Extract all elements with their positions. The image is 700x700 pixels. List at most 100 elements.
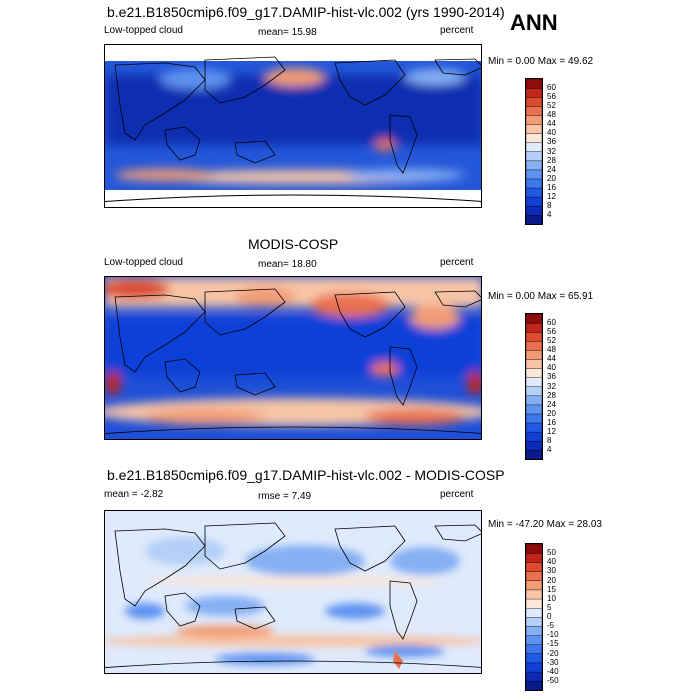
panel-3-title: b.e21.B1850cmip6.f09_g17.DAMIP-hist-vlc.…	[107, 467, 505, 483]
panel-1-colorbar-segment	[526, 115, 542, 125]
panel-1-mean-label: mean= 15.98	[258, 27, 317, 38]
panel-2-colorbar-tick: 16	[547, 417, 556, 427]
panel-1-map	[104, 44, 482, 208]
panel-2-colorbar-segment	[526, 350, 542, 360]
panel-1-left-label: Low-topped cloud	[104, 25, 183, 36]
panel-2-colorbar-tick: 36	[547, 372, 556, 382]
panel-2-map	[104, 276, 482, 440]
panel-3-colorbar-tick: 40	[547, 557, 556, 567]
panel-1-colorbar-tick: 8	[547, 200, 552, 210]
panel-2-colorbar-segment	[526, 386, 542, 397]
panel-2-colorbar-tick: 24	[547, 399, 556, 409]
panel-3-colorbar-segment	[526, 671, 542, 682]
panel-2-colorbar-segment	[526, 331, 542, 342]
panel-2-colorbar-segment	[526, 314, 542, 324]
panel-3-colorbar-segment	[526, 598, 542, 609]
panel-1-colorbar-segment	[526, 87, 542, 98]
panel-1-colorbar	[525, 78, 543, 225]
panel-1-colorbar-segment	[526, 205, 542, 216]
panel-2-colorbar-tick: 44	[547, 354, 556, 364]
panel-1-colorbar-segment	[526, 96, 542, 107]
panel-2-colorbar-tick: 12	[547, 426, 556, 436]
panel-1-colorbar-segment	[526, 151, 542, 162]
panel-2-colorbar-tick: 48	[547, 345, 556, 355]
panel-3-colorbar-tick: -5	[547, 621, 555, 631]
panel-2-colorbar-tick: 8	[547, 435, 552, 445]
panel-2-colorbar-tick: 60	[547, 318, 556, 328]
panel-2-colorbar-segment	[526, 377, 542, 387]
panel-3-coastlines	[105, 522, 481, 668]
panel-1-colorbar-segment	[526, 160, 542, 171]
panel-2-colorbar-segment	[526, 395, 542, 406]
panel-3-colorbar-tick: 50	[547, 548, 556, 558]
panel-1-colorbar-segment	[526, 187, 542, 198]
panel-1-colorbar-segment	[526, 214, 542, 224]
panel-1-colorbar-segment	[526, 196, 542, 207]
panel-2-colorbar-segment	[526, 449, 542, 459]
panel-3-colorbar-segment	[526, 653, 542, 664]
panel-1-colorbar-segment	[526, 124, 542, 134]
panel-2-field	[105, 277, 481, 439]
panel-3-colorbar-tick: 10	[547, 593, 556, 603]
panel-1-colorbar-segment	[526, 142, 542, 152]
panel-2-colorbar-segment	[526, 422, 542, 433]
panel-1-colorbar-segment	[526, 178, 542, 189]
panel-3-field	[105, 511, 481, 673]
panel-3-units-label: percent	[440, 489, 474, 500]
panel-1-colorbar-tick: 36	[547, 137, 556, 147]
panel-1-colorbar-tick: 12	[547, 191, 556, 201]
panel-1-colorbar-segment	[526, 79, 542, 89]
panel-1-colorbar-tick: 52	[547, 101, 556, 111]
panel-3-colorbar-tick: 30	[547, 566, 556, 576]
panel-2-title: MODIS-COSP	[248, 236, 339, 252]
panel-2-colorbar-segment	[526, 368, 542, 378]
panel-3-colorbar-tick: -15	[547, 639, 559, 649]
panel-3-colorbar-segment	[526, 544, 542, 554]
panel-2-colorbar-segment	[526, 340, 542, 351]
panel-3-colorbar-segment	[526, 662, 542, 673]
panel-1-colorbar-tick: 40	[547, 128, 556, 138]
panel-1-title: b.e21.B1850cmip6.f09_g17.DAMIP-hist-vlc.…	[107, 4, 505, 20]
panel-3-map	[104, 510, 482, 674]
panel-1-minmax: Min = 0.00 Max = 49.62	[488, 56, 594, 67]
panel-3-colorbar-segment	[526, 625, 542, 636]
panel-1-colorbar-tick: 28	[547, 155, 556, 165]
panel-1-colorbar-tick: 44	[547, 119, 556, 129]
panel-3-colorbar-tick: -20	[547, 648, 559, 658]
panel-3-colorbar-tick: 20	[547, 575, 556, 585]
panel-2-colorbar-segment	[526, 431, 542, 442]
panel-1-field	[105, 45, 481, 207]
panel-3-colorbar-segment	[526, 635, 542, 645]
panel-3-colorbar-tick: 5	[547, 602, 552, 612]
panel-2-units-label: percent	[440, 257, 474, 268]
panel-2-colorbar-tick: 28	[547, 390, 556, 400]
panel-3-colorbar-segment	[526, 589, 542, 600]
panel-3-rmse-label: rmse = 7.49	[258, 491, 312, 502]
panel-3-colorbar-tick: -50	[547, 675, 559, 685]
panel-1-colorbar-tick: 48	[547, 110, 556, 120]
panel-3-minmax: Min = -47.20 Max = 28.03	[488, 519, 602, 530]
panel-3-colorbar-segment	[526, 562, 542, 572]
panel-3-colorbar-tick: -10	[547, 630, 559, 640]
panel-2-colorbar-tick: 56	[547, 327, 556, 337]
panel-1-colorbar-tick: 20	[547, 173, 556, 183]
panel-2-colorbar-tick: 4	[547, 444, 552, 454]
panel-2-colorbar-tick: 20	[547, 408, 556, 418]
panel-2-colorbar-segment	[526, 413, 542, 424]
panel-2-colorbar-segment	[526, 322, 542, 333]
panel-1-colorbar-tick: 32	[547, 146, 556, 156]
panel-2-minmax: Min = 0.00 Max = 65.91	[488, 291, 594, 302]
panel-3-colorbar-segment	[526, 607, 542, 618]
panel-1-units-label: percent	[440, 25, 474, 36]
panel-3-colorbar-segment	[526, 616, 542, 627]
panel-2-coastlines	[105, 288, 481, 434]
panel-3-colorbar-tick: -40	[547, 666, 559, 676]
panel-3-colorbar-tick: 0	[547, 612, 552, 621]
season-label: ANN	[510, 10, 558, 35]
panel-2-colorbar-tick: 32	[547, 381, 556, 391]
panel-3-colorbar-segment	[526, 571, 542, 582]
panel-3-colorbar	[525, 543, 543, 691]
panel-3-colorbar-segment	[526, 644, 542, 655]
panel-1-colorbar-tick: 16	[547, 182, 556, 192]
panel-2-colorbar-tick: 52	[547, 336, 556, 346]
